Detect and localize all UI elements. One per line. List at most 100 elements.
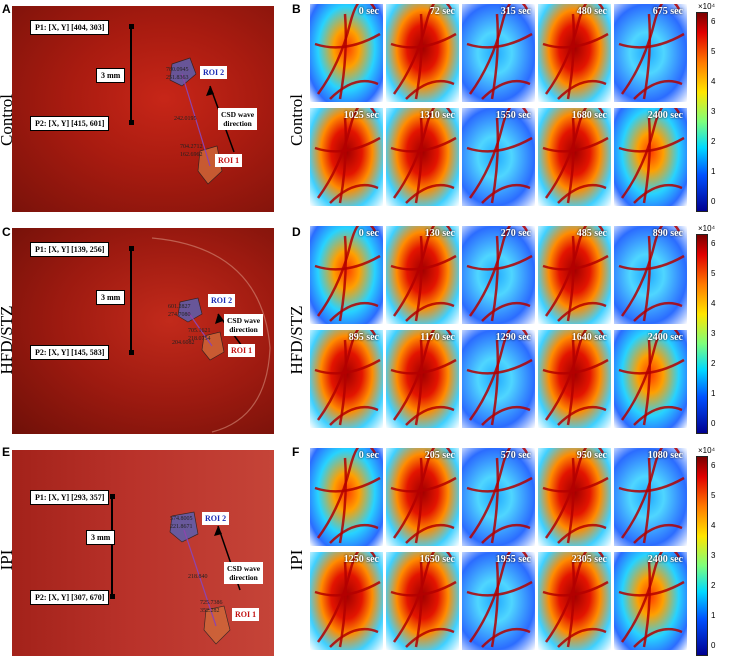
frame-time-label: 2400 sec [647, 554, 683, 565]
frame-time-label: 0 sec [358, 6, 379, 17]
photo-hfd-stz: P1: [X, Y] [139, 256] 3 mm P2: [X, Y] [1… [12, 228, 274, 434]
coord-b: 274.7080 [168, 312, 191, 318]
vessel-pattern [618, 552, 685, 648]
heatmap-frame: 1080 sec [614, 448, 687, 546]
coord-a: 601.2827 [168, 304, 191, 310]
frame-time-label: 0 sec [358, 228, 379, 239]
vessel-pattern [314, 108, 381, 204]
frame-time-label: 1080 sec [647, 450, 683, 461]
heatmap-frame: 2305 sec [538, 552, 611, 650]
vessel-pattern [314, 552, 381, 648]
heatmap-frame: 1955 sec [462, 552, 535, 650]
heatmap-frame: 675 sec [614, 4, 687, 102]
heatmap-frame: 890 sec [614, 226, 687, 324]
p1-label: P1: [X, Y] [293, 357] [30, 490, 110, 505]
csd-line-2: direction [223, 119, 252, 128]
colorbar-tick-label: 3 [711, 329, 716, 338]
heatmap-frame: 270 sec [462, 226, 535, 324]
panel-letter-a: A [2, 2, 11, 16]
heatmap-frame: 1650 sec [386, 552, 459, 650]
colorbar-exponent: ×10⁴ [698, 2, 716, 11]
p2-marker [110, 594, 115, 599]
skull-outline [151, 237, 271, 433]
heatmap-frame: 0 sec [310, 448, 383, 546]
heatmap-frame: 1250 sec [310, 552, 383, 650]
photo-ipi: P1: [X, Y] [293, 357] 3 mm P2: [X, Y] [3… [12, 450, 274, 656]
colorbar-tick-label: 1 [711, 389, 716, 398]
roi-overlay [169, 511, 241, 645]
scale-label: 3 mm [96, 290, 126, 305]
heatmap-frame: 1680 sec [538, 108, 611, 206]
csd-direction-label: CSD wave direction [224, 314, 264, 336]
frame-time-label: 1250 sec [343, 554, 379, 565]
frame-time-label: 1955 sec [495, 554, 531, 565]
frame-time-label: 130 sec [424, 228, 455, 239]
heatmap-frame: 2400 sec [614, 108, 687, 206]
frame-time-label: 675 sec [652, 6, 683, 17]
colorbar-tick-label: 0 [711, 641, 716, 650]
heatmap-frame: 0 sec [310, 4, 383, 102]
vessel-pattern [390, 552, 457, 648]
coord-d: 705.1621 [188, 328, 211, 334]
colorbar-tick-label: 6 [711, 17, 716, 26]
csd-line-2: direction [229, 573, 258, 582]
csd-line-2: direction [229, 325, 258, 334]
frame-time-label: 1550 sec [495, 110, 531, 121]
frame-time-label: 2305 sec [571, 554, 607, 565]
vessel-pattern [542, 4, 609, 100]
vessel-pattern [314, 448, 381, 544]
panel-letter-c: C [2, 225, 11, 239]
frame-time-label: 270 sec [500, 228, 531, 239]
colorbar-tick-label: 2 [711, 137, 716, 146]
csd-line-1: CSD wave [221, 110, 255, 119]
vessel-pattern [466, 4, 533, 100]
photo-control: P1: [X, Y] [404, 303] 3 mm P2: [X, Y] [4… [12, 6, 274, 212]
frame-time-label: 950 sec [576, 450, 607, 461]
panel-letter-b: B [292, 2, 301, 16]
coord-d: 704.2712 [180, 144, 203, 150]
colorbar-tick-label: 3 [711, 551, 716, 560]
vessel-pattern [618, 4, 685, 100]
vessel-pattern [314, 4, 381, 100]
panel-letter-d: D [292, 225, 301, 239]
colorbar-tick-label: 2 [711, 581, 716, 590]
frame-time-label: 0 sec [358, 450, 379, 461]
heatmap-grid-control: 0 sec 72 sec 315 sec 480 sec 675 sec 1025 sec… [310, 4, 687, 214]
vessel-pattern [390, 4, 457, 100]
frame-time-label: 72 sec [429, 6, 455, 17]
csd-direction-label: CSD wave direction [218, 108, 258, 130]
p2-marker [129, 120, 134, 125]
row-label-control-right: Control [287, 94, 306, 146]
row-label-ipi-right: IPI [287, 549, 306, 571]
frame-time-label: 2400 sec [647, 332, 683, 343]
colorbar-exponent: ×10⁴ [698, 446, 716, 455]
row-label-hfd-right: HFD/STZ [287, 305, 306, 375]
roi-1-label: ROI 1 [228, 344, 256, 357]
heatmap-frame: 2400 sec [614, 552, 687, 650]
colorbar-ipi [696, 456, 708, 656]
heatmap-frame: 570 sec [462, 448, 535, 546]
vessel-pattern [466, 330, 533, 426]
colorbar-control [696, 12, 708, 212]
distance-value: 204.6082 [172, 340, 195, 346]
colorbar-tick-label: 2 [711, 359, 716, 368]
heatmap-frame: 895 sec [310, 330, 383, 428]
heatmap-frame: 480 sec [538, 4, 611, 102]
vessel-pattern [390, 330, 457, 426]
scale-line [111, 496, 113, 596]
colorbar-tick-label: 0 [711, 197, 716, 206]
colorbar-tick-label: 1 [711, 167, 716, 176]
csd-line-1: CSD wave [227, 564, 261, 573]
colorbar-tick-label: 4 [711, 521, 716, 530]
p2-label: P2: [X, Y] [307, 670] [30, 590, 110, 605]
vessel-pattern [390, 448, 457, 544]
colorbar-exponent: ×10⁴ [698, 224, 716, 233]
vessel-pattern [542, 226, 609, 322]
scale-line [130, 248, 132, 352]
colorbar-tick-label: 1 [711, 611, 716, 620]
vessel-pattern [314, 330, 381, 426]
vessel-pattern [466, 108, 533, 204]
vessel-pattern [390, 226, 457, 322]
vessel-pattern [542, 552, 609, 648]
heatmap-frame: 1290 sec [462, 330, 535, 428]
